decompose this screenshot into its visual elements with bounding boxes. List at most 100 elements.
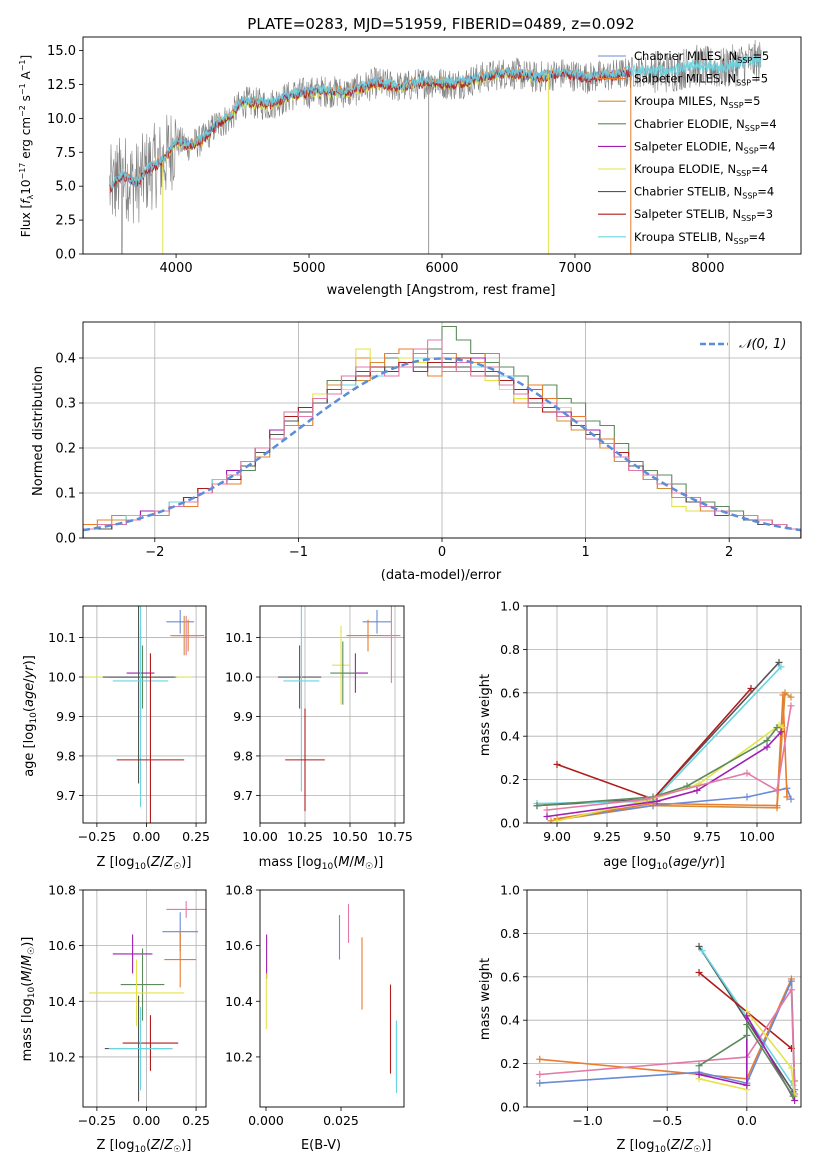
age_vs_Z-xtick-label: −0.25: [78, 829, 116, 844]
weight-vs-age-xlabel: age [log10(age/yr)]: [603, 855, 725, 872]
weight-vs-age-ylabel: mass weight: [478, 674, 493, 756]
weight_vs_Z-ytick-label: 0.6: [500, 969, 520, 984]
weight_vs_age-frame: [526, 605, 802, 824]
age-vs-z-ylabel: age [log10(age/yr)]: [22, 655, 39, 777]
spectrum-xlabel: wavelength [Angstrom, rest frame]: [327, 283, 556, 298]
weight_vs_Z-xtick-label: 0.0: [737, 1113, 757, 1128]
normal-legend-label: 𝒩(0, 1): [739, 337, 786, 352]
weight_vs_Z-xtick-label: −1.0: [572, 1113, 602, 1128]
spectrum-panel: 4000 5000 6000 7000 8000 0.0 2.5 5.0 7.5 10.0 12.5…: [47, 36, 802, 276]
spectrum-ytick-label: 7.5: [55, 146, 76, 161]
figure-title: PLATE=0283, MJD=51959, FIBERID=0489, z=0…: [247, 15, 634, 33]
residuals-ytick-label: 0.4: [55, 352, 76, 367]
weight-vs-age-panel: 9.00 9.25 9.50 9.75 10.00 0.0 0.2 0.4 0.6 0.8 1.0: [500, 599, 802, 844]
weight_vs_age-xtick-label: 9.75: [693, 829, 721, 844]
spectrum-xtick-label: 7000: [558, 261, 591, 276]
legend-label: Salpeter ELODIE, NSSP=4: [634, 139, 776, 155]
spectrum-xlabel-text: wavelength [Angstrom, rest frame]: [327, 283, 556, 298]
legend-label: Kroupa ELODIE, NSSP=4: [634, 162, 768, 178]
residuals-ytick-label: 0.3: [55, 397, 76, 412]
weight_vs_Z-ytick-label: 0.4: [500, 1013, 520, 1028]
legend-label: Chabrier ELODIE, NSSP=4: [634, 117, 777, 133]
age_vs_Z-xtick-label: 0.00: [133, 829, 161, 844]
legend-label: Kroupa MILES, NSSP=5: [634, 94, 760, 110]
weight_vs_age-ytick-label: 1.0: [500, 599, 520, 614]
spectrum-ylabel: Flux [fλ10−17 erg cm−2 s−1 A−1]: [18, 55, 35, 237]
mass-vs-z-xlabel: Z [log10(Z/Z☉)]: [97, 1138, 192, 1155]
weight_vs_age-xtick-label: 10.00: [739, 829, 775, 844]
age_vs_Z-ytick-label: 9.9: [56, 709, 76, 724]
mass_vs_Z-xtick-label: 0.00: [133, 1113, 161, 1128]
residuals-legend: 𝒩(0, 1): [700, 337, 786, 352]
mass_vs_ebv-plot-area: [265, 903, 398, 1094]
residuals-ytick-label: 0.1: [55, 487, 76, 502]
residuals-ylabel: Normed distribution: [31, 366, 46, 496]
age_vs_mass-xtick-label: 10.75: [377, 829, 413, 844]
spectrum-xtick-label: 4000: [160, 261, 193, 276]
age_vs_mass-ytick-label: 9.9: [233, 709, 253, 724]
mass_vs_ebv-ytick-label: 10.8: [225, 883, 253, 898]
spectrum-ytick-label: 15.0: [47, 44, 76, 59]
weight_vs_Z-frame: [526, 889, 802, 1108]
weight_vs_Z-plot-area: [536, 942, 799, 1104]
weight-vs-z-panel: −1.0 −0.5 0.0 0.0 0.2 0.4 0.6 0.8 1.0: [500, 883, 802, 1128]
mass_vs_Z-ytick-label: 10.8: [48, 883, 76, 898]
spectrum-ylabel-text: Flux [fλ10−17 erg cm−2 s−1 A−1]: [18, 55, 35, 237]
age_vs_Z-plot-area: [84, 606, 205, 823]
spectrum-xtick-label: 8000: [691, 261, 724, 276]
age_vs_Z-ytick-label: 9.7: [56, 788, 76, 803]
mass_vs_ebv-xtick-label: 0.000: [248, 1113, 284, 1128]
residuals-xlabel: (data-model)/error: [381, 568, 502, 583]
legend-label: Salpeter STELIB, NSSP=3: [634, 207, 773, 223]
residuals-xtick-label: 1: [581, 545, 589, 560]
spectrum-xtick-label: 5000: [292, 261, 325, 276]
legend-label: Salpeter MILES, NSSP=5: [634, 72, 768, 88]
residuals-xtick-label: 0: [438, 545, 446, 560]
weight_vs_Z-ytick-label: 1.0: [500, 883, 520, 898]
age_vs_mass-xtick-label: 10.50: [332, 829, 368, 844]
residuals-ytick-label: 0.0: [55, 532, 76, 547]
mass_vs_Z-xtick-label: −0.25: [78, 1113, 116, 1128]
age_vs_Z-ytick-label: 10.0: [48, 670, 76, 685]
weight_vs_age-xtick-label: 9.00: [543, 829, 571, 844]
mass-vs-ebv-xlabel: E(B-V): [301, 1138, 341, 1153]
residuals-panel: −2 −1 0 1 2 0.0 0.1 0.2 0.3 0.4: [55, 321, 802, 560]
normal-curve: [83, 357, 801, 532]
weight_vs_age-ytick-label: 0.8: [500, 642, 520, 657]
spectrum-xtick-label: 6000: [425, 261, 458, 276]
mass_vs_ebv-ytick-label: 10.6: [225, 938, 253, 953]
spectrum-model-line: [109, 54, 762, 189]
spectrum-ytick-label: 5.0: [55, 180, 76, 195]
age-vs-z-panel: −0.25 0.00 0.25 9.7 9.8 9.9 10.0 10.1: [48, 605, 210, 844]
residuals-plot-area: [83, 325, 801, 538]
weight-vs-z-ylabel: mass weight: [478, 958, 493, 1040]
weight_vs_age-ytick-label: 0.0: [500, 816, 520, 831]
spectrum-ytick-label: 10.0: [47, 112, 76, 127]
residuals-frame: [82, 321, 802, 539]
residuals-ytick-label: 0.2: [55, 442, 76, 457]
legend-label: Chabrier STELIB, NSSP=4: [634, 185, 774, 201]
age_vs_Z-xtick-label: 0.25: [182, 829, 210, 844]
age_vs_mass-xtick-label: 10.25: [287, 829, 323, 844]
age_vs_mass-plot-area: [278, 606, 401, 812]
age-vs-z-xlabel: Z [log10(Z/Z☉)]: [97, 855, 192, 872]
weight_vs_age-xtick-label: 9.50: [643, 829, 671, 844]
age_vs_mass-ytick-label: 10.1: [225, 630, 253, 645]
age_vs_Z-ytick-label: 9.8: [56, 748, 76, 763]
weight_vs_Z-ytick-label: 0.0: [500, 1100, 520, 1115]
spectrum-ytick-label: 2.5: [55, 214, 76, 229]
mass-vs-z-panel: −0.25 0.00 0.25 10.2 10.4 10.6 10.8: [48, 883, 210, 1129]
weight_vs_age-ytick-label: 0.6: [500, 685, 520, 700]
spectrum-plot-area: [109, 39, 762, 254]
age_vs_Z-ytick-label: 10.1: [48, 630, 76, 645]
mass_vs_Z-plot-area: [88, 901, 206, 1102]
weight_vs_age-xtick-label: 9.25: [593, 829, 621, 844]
age_vs_mass-frame: [259, 605, 405, 824]
spectrum-ytick-label: 0.0: [55, 248, 76, 263]
residuals-xtick-label: −1: [289, 545, 308, 560]
weight-series-line: [539, 987, 796, 1095]
mass_vs_ebv-frame: [259, 889, 405, 1108]
mass_vs_Z-ytick-label: 10.4: [48, 994, 76, 1009]
legend-label: Kroupa STELIB, NSSP=4: [634, 230, 765, 246]
